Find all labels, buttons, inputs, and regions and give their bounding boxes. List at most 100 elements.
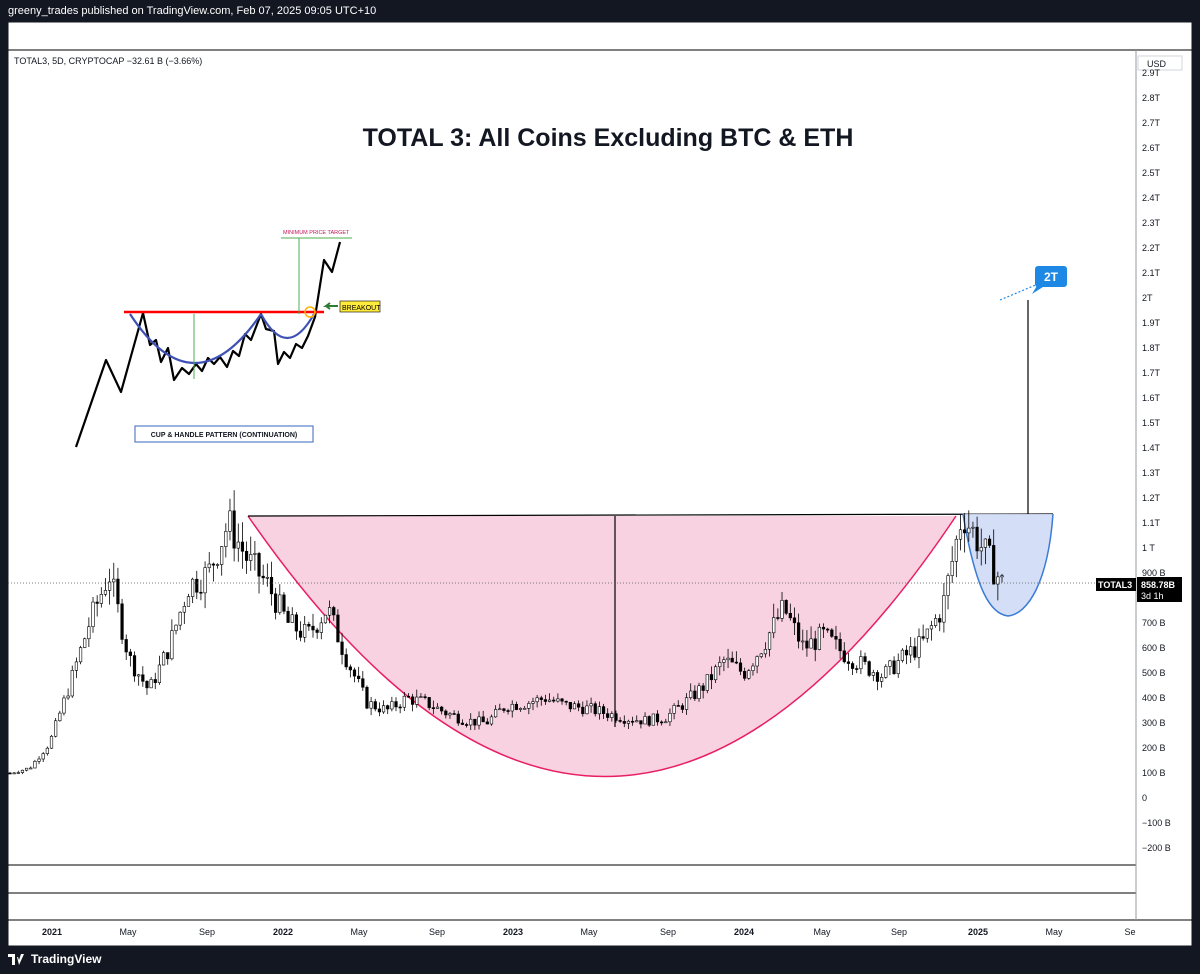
candle-up bbox=[174, 624, 178, 631]
candle-up bbox=[182, 606, 186, 613]
candle-up bbox=[917, 636, 921, 658]
candle-up bbox=[718, 662, 722, 668]
x-tick-label: Se bbox=[1124, 927, 1135, 937]
candle-up bbox=[664, 721, 668, 724]
y-tick-label: 1.5T bbox=[1142, 418, 1161, 428]
candle-down bbox=[863, 656, 867, 662]
x-tick-label: Sep bbox=[429, 927, 445, 937]
target-badge[interactable]: 2T bbox=[1032, 266, 1067, 294]
price-axis[interactable]: −200 B −100 B 0 100 B 200 B 300 B 400 B 500 B 60… bbox=[1142, 68, 1171, 853]
inset-pattern-label: CUP & HANDLE PATTERN (CONTINUATION) bbox=[151, 432, 297, 439]
candle-up bbox=[99, 593, 103, 604]
y-tick-label: 1.3T bbox=[1142, 468, 1161, 478]
candle-up bbox=[215, 564, 220, 566]
y-tick-label: 1.6T bbox=[1142, 393, 1161, 403]
candle-down bbox=[560, 698, 564, 702]
y-tick-label: 500 B bbox=[1142, 668, 1166, 678]
candle-down bbox=[460, 722, 465, 725]
candle-down bbox=[145, 680, 149, 689]
candle-down bbox=[440, 706, 444, 712]
candle-up bbox=[954, 538, 958, 562]
candle-down bbox=[543, 699, 548, 702]
candle-down bbox=[938, 618, 942, 623]
candle-up bbox=[157, 664, 162, 683]
candle-up bbox=[705, 674, 709, 691]
candle-up bbox=[547, 699, 552, 702]
currency-box[interactable] bbox=[1137, 55, 1183, 71]
chart-frame: TOTAL3, 5D, CRYPTOCAP −32.61 B (−3.66%) … bbox=[7, 21, 1193, 947]
price-tag-value: 858.78B bbox=[1141, 580, 1176, 590]
candle-up bbox=[12, 772, 16, 775]
candle-down bbox=[340, 641, 344, 655]
candle-down bbox=[618, 720, 622, 722]
candle-down bbox=[502, 708, 506, 711]
inset-diagram: MINIMUM PRICE TARGET BREAKOUT CUP & HAND… bbox=[74, 230, 381, 448]
y-tick-label: 400 B bbox=[1142, 693, 1166, 703]
candle-down bbox=[821, 626, 826, 630]
candle-up bbox=[651, 713, 655, 726]
candle-up bbox=[87, 626, 91, 640]
candle-down bbox=[282, 594, 286, 612]
candle-up bbox=[668, 712, 672, 723]
chart-canvas[interactable]: TOTAL3, 5D, CRYPTOCAP −32.61 B (−3.66%) … bbox=[7, 21, 1193, 947]
inset-breakout-marker bbox=[304, 306, 316, 318]
candle-up bbox=[290, 614, 294, 623]
candle-down bbox=[892, 660, 896, 674]
x-tick-label: May bbox=[119, 927, 137, 937]
y-tick-label: 1.4T bbox=[1142, 443, 1161, 453]
candle-up bbox=[518, 708, 523, 710]
candle-up bbox=[74, 661, 79, 671]
candle-up bbox=[303, 623, 307, 638]
price-candles bbox=[8, 490, 1004, 775]
candle-up bbox=[983, 538, 987, 548]
candle-up bbox=[170, 630, 174, 660]
candle-up bbox=[278, 594, 282, 613]
candle-down bbox=[842, 650, 846, 663]
candle-up bbox=[224, 531, 228, 547]
candle-up bbox=[253, 553, 257, 555]
candle-down bbox=[8, 772, 12, 775]
y-tick-label: 1.7T bbox=[1142, 368, 1161, 378]
candle-up bbox=[78, 647, 83, 663]
candle-down bbox=[377, 708, 382, 713]
candle-down bbox=[240, 541, 245, 552]
candle-up bbox=[16, 772, 20, 774]
candle-up bbox=[161, 652, 166, 666]
candle-down bbox=[352, 669, 357, 677]
candle-down bbox=[992, 545, 996, 585]
tradingview-logo[interactable]: TradingView bbox=[0, 946, 101, 972]
candle-up bbox=[714, 666, 718, 681]
candle-down bbox=[784, 600, 788, 614]
candle-down bbox=[315, 629, 319, 633]
x-tick-label: 2021 bbox=[42, 927, 62, 937]
candle-up bbox=[884, 666, 888, 678]
candle-down bbox=[444, 710, 448, 716]
handle-curve bbox=[962, 513, 1054, 617]
candle-down bbox=[805, 640, 809, 649]
candle-up bbox=[186, 596, 191, 607]
x-tick-label: 2022 bbox=[273, 927, 293, 937]
candle-down bbox=[514, 703, 518, 710]
candle-down bbox=[655, 713, 660, 723]
candle-down bbox=[294, 614, 298, 632]
candle-up bbox=[531, 701, 535, 704]
footer-bar: TradingView bbox=[0, 946, 1200, 972]
candle-up bbox=[494, 709, 498, 718]
candle-up bbox=[58, 712, 62, 722]
time-axis[interactable]: 2021 May Sep 2022 May Sep 2023 May Sep 2024 May Sep… bbox=[42, 927, 1136, 937]
candle-up bbox=[859, 656, 863, 670]
candle-up bbox=[780, 600, 784, 619]
candle-up bbox=[971, 526, 975, 529]
inset-breakout-arrow bbox=[323, 302, 338, 310]
candle-down bbox=[709, 674, 714, 681]
candle-down bbox=[581, 706, 585, 715]
x-tick-label: May bbox=[350, 927, 368, 937]
candle-up bbox=[556, 698, 560, 702]
inset-min-target-label: MINIMUM PRICE TARGET bbox=[283, 230, 350, 236]
candle-down bbox=[850, 663, 855, 669]
y-tick-label: −100 B bbox=[1142, 818, 1171, 828]
y-tick-label: 200 B bbox=[1142, 743, 1166, 753]
candle-down bbox=[838, 638, 842, 652]
candle-down bbox=[361, 678, 365, 688]
candle-down bbox=[232, 510, 236, 549]
